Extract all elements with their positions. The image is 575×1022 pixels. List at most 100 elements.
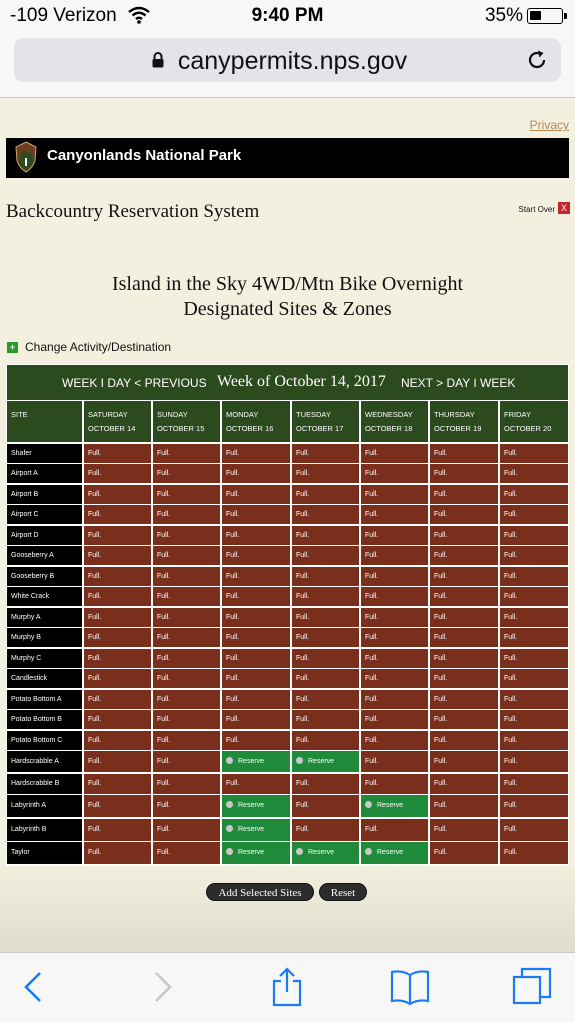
next-nav-link[interactable]: NEXT > DAY I WEEK <box>401 376 516 390</box>
start-over-link[interactable]: Start Over <box>518 205 555 214</box>
full-cell: Full. <box>84 546 151 565</box>
status-bar: -109 Verizon 9:40 PM 35% <box>0 0 575 32</box>
full-cell: Full. <box>84 608 151 627</box>
page-heading-line1: Island in the Sky 4WD/Mtn Bike Overnight <box>111 273 464 295</box>
reserve-cell[interactable]: Reserve <box>222 751 290 772</box>
plus-icon[interactable]: + <box>7 342 18 353</box>
site-name-cell: Labyrinth B <box>7 819 82 841</box>
full-label: Full. <box>365 696 379 703</box>
day-column-header: SUNDAY OCTOBER 15 <box>153 401 220 442</box>
full-label: Full. <box>226 532 240 539</box>
reset-button[interactable]: Reset <box>319 883 367 901</box>
full-cell: Full. <box>500 546 568 565</box>
full-label: Full. <box>365 716 379 723</box>
full-cell: Full. <box>84 795 151 817</box>
privacy-link[interactable]: Privacy <box>529 118 569 132</box>
start-over-close-icon[interactable]: X <box>558 202 570 214</box>
full-label: Full. <box>296 696 310 703</box>
add-selected-sites-button[interactable]: Add Selected Sites <box>206 883 314 901</box>
full-cell: Full. <box>292 710 359 729</box>
full-label: Full. <box>88 614 102 621</box>
radio-circle-icon[interactable] <box>226 801 233 808</box>
full-label: Full. <box>504 716 518 723</box>
full-label: Full. <box>226 614 240 621</box>
reserve-cell[interactable]: Reserve <box>222 795 290 817</box>
reserve-cell[interactable]: Reserve <box>292 751 359 772</box>
full-cell: Full. <box>500 587 568 606</box>
reserve-label: Reserve <box>238 826 265 833</box>
full-cell: Full. <box>222 444 290 463</box>
full-label: Full. <box>88 716 102 723</box>
bookmarks-icon[interactable] <box>390 967 430 1007</box>
previous-nav-link[interactable]: WEEK I DAY < PREVIOUS <box>62 376 207 390</box>
radio-circle-icon[interactable] <box>226 848 233 855</box>
full-label: Full. <box>434 511 448 518</box>
full-cell: Full. <box>292 690 359 709</box>
full-cell: Full. <box>500 774 568 794</box>
full-label: Full. <box>365 780 379 787</box>
tabs-icon[interactable] <box>512 967 552 1007</box>
full-cell: Full. <box>430 628 498 647</box>
forward-icon[interactable] <box>142 967 182 1007</box>
full-cell: Full. <box>153 690 220 709</box>
site-name: Taylor <box>11 849 30 856</box>
full-label: Full. <box>157 450 171 457</box>
full-label: Full. <box>434 802 448 809</box>
reserve-cell[interactable]: Reserve <box>361 795 428 817</box>
full-cell: Full. <box>84 587 151 606</box>
full-cell: Full. <box>292 444 359 463</box>
full-cell: Full. <box>430 546 498 565</box>
full-cell: Full. <box>430 731 498 750</box>
full-cell: Full. <box>361 731 428 750</box>
full-cell: Full. <box>500 485 568 504</box>
full-cell: Full. <box>430 608 498 627</box>
radio-circle-icon[interactable] <box>365 801 372 808</box>
full-label: Full. <box>296 573 310 580</box>
page-heading: Island in the Sky 4WD/Mtn Bike Overnight… <box>0 272 575 322</box>
radio-circle-icon[interactable] <box>296 757 303 764</box>
radio-circle-icon[interactable] <box>296 848 303 855</box>
full-label: Full. <box>296 675 310 682</box>
full-cell: Full. <box>222 669 290 688</box>
day-name: FRIDAY <box>504 410 531 419</box>
day-name: SATURDAY <box>88 410 128 419</box>
full-label: Full. <box>504 802 518 809</box>
full-cell: Full. <box>222 710 290 729</box>
full-label: Full. <box>157 696 171 703</box>
site-name-cell: Murphy A <box>7 608 82 627</box>
reserve-cell[interactable]: Reserve <box>292 842 359 864</box>
full-label: Full. <box>88 491 102 498</box>
full-cell: Full. <box>430 842 498 864</box>
share-icon[interactable] <box>267 967 307 1007</box>
system-title: Backcountry Reservation System <box>6 201 260 222</box>
page-heading-line2: Designated Sites & Zones <box>183 298 392 320</box>
site-name: Potato Bottom B <box>11 716 62 723</box>
browser-address-area: canypermits.nps.gov <box>0 32 575 98</box>
reload-icon[interactable] <box>525 48 549 72</box>
site-name: Potato Bottom C <box>11 737 63 744</box>
site-name-cell: Gooseberry A <box>7 546 82 565</box>
full-label: Full. <box>434 614 448 621</box>
change-destination-link[interactable]: Change Activity/Destination <box>25 340 172 354</box>
full-cell: Full. <box>222 485 290 504</box>
full-cell: Full. <box>222 587 290 606</box>
radio-circle-icon[interactable] <box>365 848 372 855</box>
battery-fill <box>530 11 541 20</box>
full-cell: Full. <box>84 842 151 864</box>
full-cell: Full. <box>84 669 151 688</box>
day-name: THURSDAY <box>434 410 475 419</box>
back-icon[interactable] <box>14 967 54 1007</box>
full-cell: Full. <box>430 505 498 524</box>
full-label: Full. <box>88 511 102 518</box>
full-label: Full. <box>157 470 171 477</box>
full-label: Full. <box>504 634 518 641</box>
reserve-cell[interactable]: Reserve <box>222 842 290 864</box>
full-label: Full. <box>434 696 448 703</box>
radio-circle-icon[interactable] <box>226 757 233 764</box>
day-column-header: MONDAY OCTOBER 16 <box>222 401 290 442</box>
reserve-cell[interactable]: Reserve <box>222 819 290 841</box>
site-name-cell: Airport A <box>7 464 82 483</box>
reserve-cell[interactable]: Reserve <box>361 842 428 864</box>
radio-circle-icon[interactable] <box>226 825 233 832</box>
address-bar[interactable]: canypermits.nps.gov <box>14 38 561 82</box>
